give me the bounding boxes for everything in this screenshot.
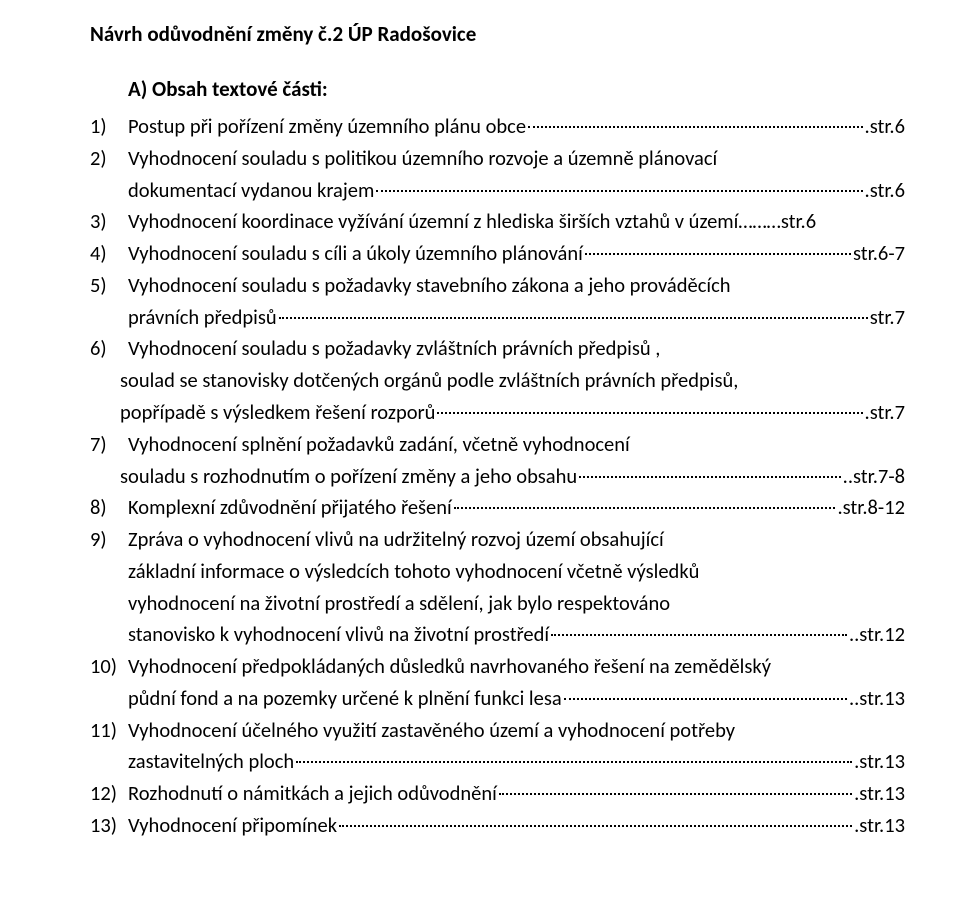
toc-line-text: vyhodnocení na životní prostředí a sděle…: [128, 588, 905, 620]
toc-leaders: [585, 253, 851, 255]
toc-leaders: [499, 793, 852, 795]
toc-page-ref: .str.13: [854, 778, 905, 810]
toc-line-text: Vyhodnocení souladu s cíli a úkoly územn…: [128, 238, 583, 270]
toc-line: Vyhodnocení připomínek .str.13: [128, 810, 905, 842]
toc-line-text: Vyhodnocení souladu s politikou územního…: [128, 143, 905, 175]
toc-line: zastavitelných ploch .str.13: [128, 746, 905, 778]
toc-line-text: Postup při pořízení změny územního plánu…: [128, 111, 526, 143]
toc-item-number: 1): [90, 111, 128, 143]
toc-line-text: Vyhodnocení předpokládaných důsledků nav…: [128, 651, 905, 683]
toc-item-number: 12): [90, 778, 128, 810]
toc-line: souladu s rozhodnutím o pořízení změny a…: [120, 461, 905, 493]
toc-line-text: Rozhodnutí o námitkách a jejich odůvodně…: [128, 778, 497, 810]
toc-line-text: Vyhodnocení splnění požadavků zadání, vč…: [128, 429, 905, 461]
toc-item: 6)Vyhodnocení souladu s požadavky zvlášt…: [90, 333, 905, 428]
toc-leaders: [564, 698, 847, 700]
toc-page-ref: str.7: [870, 302, 905, 334]
toc-item-number: 9): [90, 524, 128, 556]
toc-leaders: [551, 634, 847, 636]
toc-line: Komplexní zdůvodnění přijatého řešení .st…: [128, 492, 905, 524]
toc-item: 7)Vyhodnocení splnění požadavků zadání, …: [90, 429, 905, 493]
toc-item: 11)Vyhodnocení účelného využití zastavěn…: [90, 715, 905, 779]
toc-page-ref: ..str.7-8: [843, 461, 905, 493]
toc-line-text: právních předpisů: [128, 302, 277, 334]
toc-leaders: [339, 825, 852, 827]
toc-item: 5)Vyhodnocení souladu s požadavky staveb…: [90, 270, 905, 334]
toc-item-number: 11): [90, 715, 128, 747]
toc-item: 9)Zpráva o vyhodnocení vlivů na udržitel…: [90, 524, 905, 651]
section-heading: A) Obsah textové části:: [128, 73, 905, 106]
toc-line-text: zastavitelných ploch: [128, 746, 294, 778]
toc-line: právních předpisů str.7: [128, 302, 905, 334]
toc-line-text: dokumentací vydanou krajem: [128, 175, 374, 207]
document-title: Návrh odůvodnění změny č.2 ÚP Radošovice: [90, 18, 905, 51]
toc-line: popřípadě s výsledkem řešení rozporů .str…: [120, 397, 905, 429]
toc-page-ref: .str.7: [865, 397, 905, 429]
toc-item: 8)Komplexní zdůvodnění přijatého řešení.…: [90, 492, 905, 524]
toc-item: 3)Vyhodnocení koordinace vyžívání územní…: [90, 206, 905, 238]
toc-leaders: [296, 761, 852, 763]
toc-item-number: 10): [90, 651, 128, 683]
toc-page-ref: ..str.13: [849, 683, 905, 715]
toc-line-text: Vyhodnocení připomínek: [128, 810, 337, 842]
toc-line-text: Vyhodnocení koordinace vyžívání územní z…: [128, 206, 905, 238]
toc-item-number: 8): [90, 492, 128, 524]
toc-page-ref: .str.6: [865, 175, 905, 207]
toc-line-text: půdní fond a na pozemky určené k plnění …: [128, 683, 562, 715]
toc-item: 13)Vyhodnocení připomínek .str.13: [90, 810, 905, 842]
toc-leaders: [437, 412, 862, 414]
toc-item: 1)Postup při pořízení změny územního plá…: [90, 111, 905, 143]
toc-item-number: 4): [90, 238, 128, 270]
toc-page-ref: ..str.12: [849, 619, 905, 651]
toc-line: Rozhodnutí o námitkách a jejich odůvodně…: [128, 778, 905, 810]
toc-page-ref: .str.8-12: [837, 492, 905, 524]
toc-leaders: [279, 317, 868, 319]
toc-line-text: Zpráva o vyhodnocení vlivů na udržitelný…: [128, 524, 905, 556]
toc-page-ref: .str.13: [854, 746, 905, 778]
toc-leaders: [579, 476, 841, 478]
toc-line-text: soulad se stanovisky dotčených orgánů po…: [120, 365, 905, 397]
toc-page-ref: .str.6: [865, 111, 905, 143]
toc-item: 2)Vyhodnocení souladu s politikou územní…: [90, 143, 905, 207]
toc-line-text: základní informace o výsledcích tohoto v…: [128, 556, 905, 588]
toc-page-ref: .str.13: [854, 810, 905, 842]
toc-item: 12)Rozhodnutí o námitkách a jejich odůvo…: [90, 778, 905, 810]
toc-line: půdní fond a na pozemky určené k plnění …: [128, 683, 905, 715]
toc-line-text: Vyhodnocení souladu s požadavky zvláštní…: [128, 333, 905, 365]
toc-line-text: Komplexní zdůvodnění přijatého řešení: [128, 492, 452, 524]
toc-page-ref: str.6-7: [853, 238, 905, 270]
toc-item-number: 7): [90, 429, 128, 461]
toc-item: 4)Vyhodnocení souladu s cíli a úkoly úze…: [90, 238, 905, 270]
table-of-contents: 1)Postup při pořízení změny územního plá…: [90, 111, 905, 842]
toc-item: 10)Vyhodnocení předpokládaných důsledků …: [90, 651, 905, 715]
toc-line: stanovisko k vyhodnocení vlivů na životn…: [128, 619, 905, 651]
toc-line-text: stanovisko k vyhodnocení vlivů na životn…: [128, 619, 549, 651]
toc-item-number: 13): [90, 810, 128, 842]
toc-line-text: Vyhodnocení účelného využití zastavěného…: [128, 715, 905, 747]
toc-leaders: [528, 126, 862, 128]
toc-line-text: souladu s rozhodnutím o pořízení změny a…: [120, 461, 577, 493]
toc-line: dokumentací vydanou krajem .str.6: [128, 175, 905, 207]
toc-leaders: [376, 190, 862, 192]
toc-line-text: popřípadě s výsledkem řešení rozporů: [120, 397, 435, 429]
document-page: Návrh odůvodnění změny č.2 ÚP Radošovice…: [0, 0, 960, 912]
toc-line-text: Vyhodnocení souladu s požadavky stavební…: [128, 270, 905, 302]
toc-item-number: 5): [90, 270, 128, 302]
toc-item-number: 2): [90, 143, 128, 175]
toc-leaders: [454, 507, 836, 509]
toc-line: Vyhodnocení souladu s cíli a úkoly územn…: [128, 238, 905, 270]
toc-line: Postup při pořízení změny územního plánu…: [128, 111, 905, 143]
toc-item-number: 3): [90, 206, 128, 238]
toc-item-number: 6): [90, 333, 128, 365]
